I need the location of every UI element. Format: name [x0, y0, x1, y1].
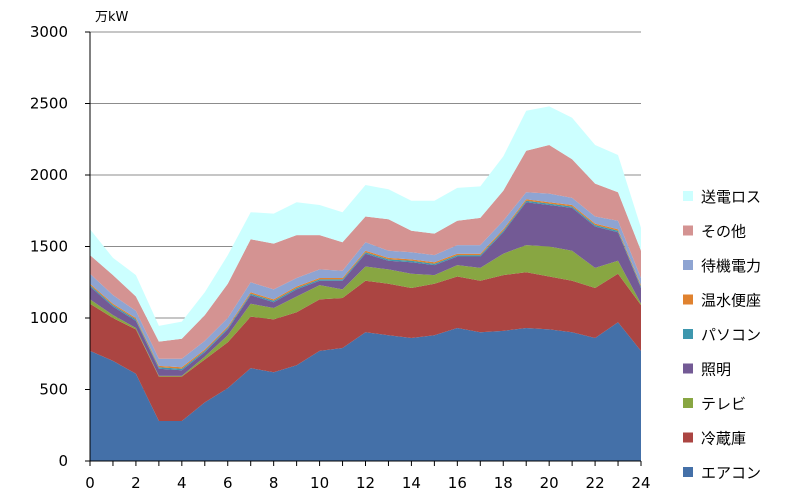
y-axis-tick-labels: 0 500 1000 1500 2000 2500 3000	[30, 23, 68, 470]
y-tick-label: 1500	[30, 238, 68, 256]
x-axis-tick-labels: 0 2 4 6 8 10 12 14 16 18 20 22 24	[85, 474, 650, 492]
area-series	[90, 272, 641, 421]
legend-swatch	[683, 294, 693, 305]
y-tick-label: 3000	[30, 23, 68, 41]
x-tick-label: 4	[177, 474, 187, 492]
legend-swatch	[683, 225, 693, 236]
legend-swatch	[683, 398, 693, 408]
x-tick-label: 8	[269, 474, 279, 492]
axes	[85, 31, 642, 466]
legend-label: 待機電力	[701, 257, 761, 275]
legend-swatch	[683, 260, 693, 270]
x-tick-label: 10	[310, 474, 329, 492]
area-series	[90, 145, 641, 359]
legend-swatch	[683, 467, 693, 477]
area-series	[90, 322, 641, 461]
x-tick-label: 14	[402, 474, 421, 492]
area-series	[90, 245, 641, 377]
area-series	[90, 202, 641, 376]
y-tick-label: 500	[39, 381, 68, 399]
x-tick-label: 24	[631, 474, 650, 492]
legend-label: 送電ロス	[701, 188, 761, 206]
x-tick-label: 0	[85, 474, 95, 492]
legend-label: テレビ	[701, 395, 746, 413]
area-series-group	[90, 106, 641, 461]
x-tick-label: 2	[131, 474, 141, 492]
legend-swatch	[683, 363, 693, 374]
legend-label: その他	[701, 223, 746, 241]
legend-label: 照明	[701, 361, 731, 379]
y-tick-label: 1000	[30, 309, 68, 327]
legend-swatch	[683, 191, 693, 201]
legend-label: 冷蔵庫	[701, 430, 746, 448]
legend-swatch	[683, 329, 693, 339]
x-tick-label: 22	[586, 474, 605, 492]
x-tick-label: 20	[540, 474, 559, 492]
area-series	[90, 200, 641, 371]
y-axis-unit-label: 万kW	[95, 10, 129, 25]
area-series	[90, 106, 641, 342]
x-tick-label: 16	[448, 474, 467, 492]
legend-label: エアコン	[701, 464, 761, 482]
y-tick-label: 2500	[30, 95, 68, 113]
area-series	[90, 192, 641, 368]
legend-label: パソコン	[701, 326, 761, 344]
x-tick-label: 18	[494, 474, 513, 492]
area-series	[90, 199, 641, 369]
y-tick-label: 2000	[30, 166, 68, 184]
x-tick-label: 12	[356, 474, 375, 492]
legend-label: 温水便座	[701, 292, 761, 310]
x-tick-label: 6	[223, 474, 233, 492]
y-tick-label: 0	[58, 452, 68, 470]
legend-swatch	[683, 432, 693, 443]
